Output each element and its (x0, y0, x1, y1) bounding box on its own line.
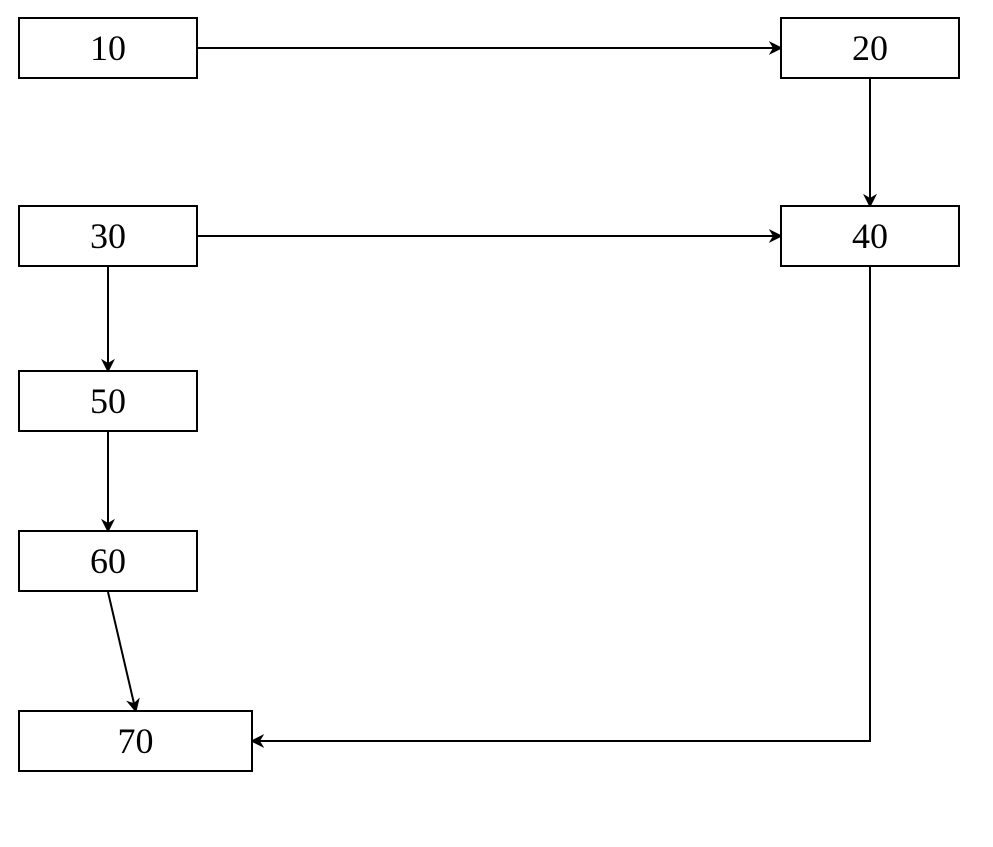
node-60: 60 (18, 530, 198, 592)
node-label: 40 (852, 218, 888, 254)
edge (253, 267, 870, 741)
node-label: 20 (852, 30, 888, 66)
node-30: 30 (18, 205, 198, 267)
edge (108, 592, 136, 710)
node-label: 30 (90, 218, 126, 254)
node-label: 10 (90, 30, 126, 66)
node-10: 10 (18, 17, 198, 79)
node-label: 70 (118, 723, 154, 759)
node-40: 40 (780, 205, 960, 267)
node-label: 50 (90, 383, 126, 419)
node-20: 20 (780, 17, 960, 79)
node-label: 60 (90, 543, 126, 579)
node-50: 50 (18, 370, 198, 432)
flowchart-canvas: 10 20 30 40 50 60 70 (0, 0, 993, 847)
node-70: 70 (18, 710, 253, 772)
